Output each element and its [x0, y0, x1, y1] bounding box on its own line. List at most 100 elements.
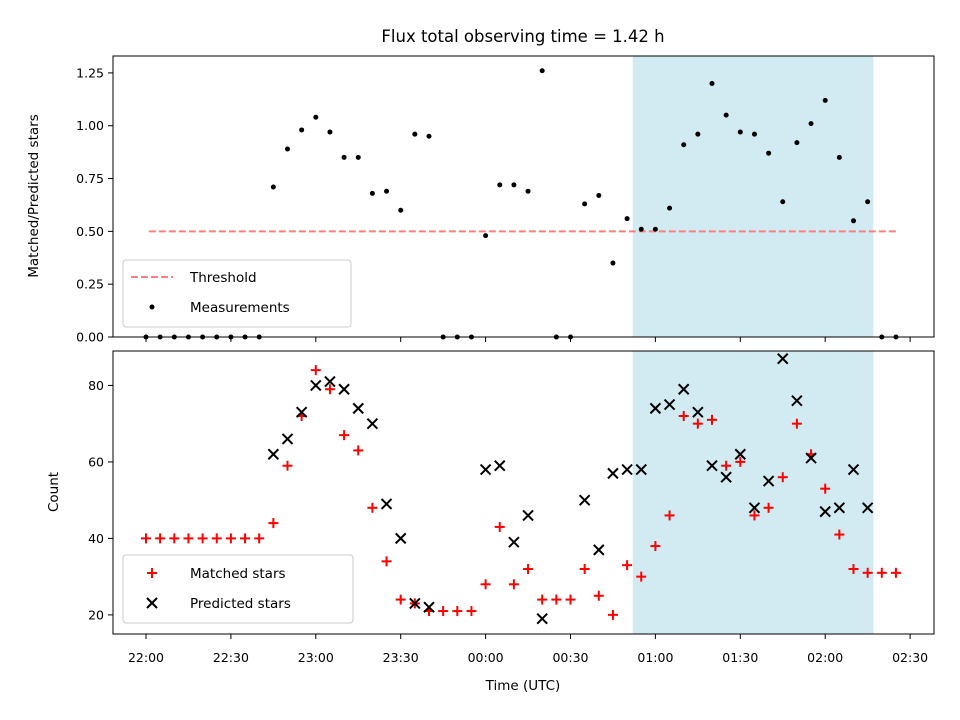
measurement-point: [766, 150, 772, 156]
measurement-point: [412, 131, 418, 137]
measurement-point: [737, 129, 743, 135]
predicted-star-point: [635, 463, 647, 476]
measurement-point: [497, 182, 503, 188]
bottom-x-tick-label: 00:00: [468, 650, 504, 665]
legend-matched-swatch: [147, 568, 157, 578]
measurement-point: [582, 201, 588, 207]
matched-star-point: [890, 567, 901, 578]
predicted-star-point: [479, 463, 492, 476]
top-shaded-interval: [632, 56, 874, 337]
predicted-star-point: [720, 471, 732, 483]
top-axes-frame: [112, 55, 935, 338]
matched-star-point: [310, 365, 321, 376]
predicted-star-point: [692, 406, 704, 418]
top-legend: Threshold Measurements: [122, 259, 352, 328]
measurement-point: [638, 226, 644, 232]
predicted-star-point: [536, 612, 548, 625]
top-y-axis-label: Matched/Predicted stars: [26, 114, 42, 277]
top-y-tick-label: 0.75: [76, 171, 104, 186]
predicted-star-point: [494, 460, 506, 472]
predicted-star-point: [621, 463, 633, 476]
measurement-point: [369, 190, 375, 196]
bottom-x-tick-label: 02:00: [807, 650, 843, 665]
measurement-point: [285, 146, 290, 152]
predicted-star-point: [649, 402, 662, 415]
bottom-panel: 20 40 60 80 22:00 22:30 23:00 23:30 00:00 00:30 01…: [46, 350, 935, 694]
measurement-point: [539, 68, 545, 74]
bottom-axes: 20 40 60 80 22:00 22:30 23:00 23:30 00:00 00:30 01…: [88, 378, 928, 665]
predicted-star-point: [706, 460, 718, 472]
measurement-point: [341, 154, 347, 160]
measurement-point: [313, 114, 319, 120]
matched-star-point: [622, 560, 633, 571]
legend-predicted-label: Predicted stars: [190, 596, 291, 612]
matched-star-point: [579, 563, 590, 574]
predicted-star-point: [380, 498, 393, 510]
top-panel: 0.00 0.25 0.50 0.75 1.00 1.25 Flux total obse…: [26, 27, 935, 345]
top-y-tick-label: 0.25: [76, 277, 104, 292]
measurement-point: [610, 260, 616, 266]
predicted-star-point: [267, 448, 280, 460]
legend-measurements-label: Measurements: [190, 300, 290, 316]
measurement-point: [483, 233, 489, 239]
measurement-point: [511, 182, 517, 188]
matched-star-point: [438, 606, 449, 617]
top-y-tick-label: 1.25: [76, 65, 104, 80]
matched-star-point: [254, 533, 265, 544]
predicted-star-point: [734, 448, 747, 460]
predicted-star-point: [791, 395, 803, 407]
matched-star-point: [820, 483, 831, 494]
matched-star-point: [848, 563, 859, 574]
bottom-y-tick-label: 80: [88, 378, 104, 393]
measurement-point: [398, 207, 404, 213]
top-legend-frame: [122, 259, 352, 328]
bottom-y-axis-label: Count: [46, 472, 62, 512]
predicted-star-point: [607, 467, 619, 480]
matched-star-point: [282, 460, 293, 471]
top-axes: 0.00 0.25 0.50 0.75 1.00 1.25: [76, 65, 911, 345]
matched-star-point: [523, 563, 534, 574]
measurement-point: [596, 192, 602, 198]
predicted-star-point: [833, 502, 846, 514]
matched-star-point: [763, 502, 774, 513]
chart-title: Flux total observing time = 1.42 h: [381, 27, 664, 46]
bottom-x-tick-label: 01:30: [722, 650, 758, 665]
measurement-point: [299, 127, 305, 133]
predicted-star-point: [310, 379, 322, 392]
top-y-tick-label: 1.00: [76, 118, 104, 133]
matched-star-point: [381, 556, 392, 567]
measurement-point: [355, 154, 361, 160]
matched-star-point: [551, 594, 562, 605]
matched-star-point: [452, 606, 463, 617]
bottom-x-tick-label: 23:30: [383, 650, 419, 665]
bottom-x-tick-label: 02:30: [892, 650, 928, 665]
matched-star-point: [749, 510, 760, 521]
measurement-point: [652, 226, 658, 232]
predicted-star-point: [508, 536, 520, 548]
predicted-star-point: [819, 505, 831, 518]
predicted-star-point: [394, 532, 407, 545]
matched-star-point: [777, 472, 788, 483]
predicted-star-point: [295, 406, 308, 418]
legend-threshold-label: Threshold: [189, 270, 257, 286]
matched-star-point: [692, 418, 703, 429]
legend-matched-label: Matched stars: [190, 566, 286, 582]
bottom-y-tick-label: 40: [88, 531, 104, 546]
matched-star-point: [353, 445, 364, 456]
predicted-star-point: [677, 383, 690, 395]
top-y-tick-label: 0.50: [76, 224, 104, 239]
predicted-star-point: [366, 417, 379, 430]
matched-star-point: [339, 430, 350, 441]
bottom-x-tick-label: 22:00: [128, 650, 164, 665]
measurement-point: [709, 80, 715, 86]
measurement-point: [327, 129, 333, 135]
matched-star-point: [141, 533, 151, 544]
predicted-star-point: [409, 597, 421, 610]
matched-star-point: [707, 414, 717, 425]
measurement-point: [270, 184, 276, 190]
predicted-star-point: [423, 601, 435, 613]
matched-star-point: [155, 533, 166, 544]
matched-star-point: [211, 533, 222, 544]
measurement-point: [667, 205, 673, 211]
